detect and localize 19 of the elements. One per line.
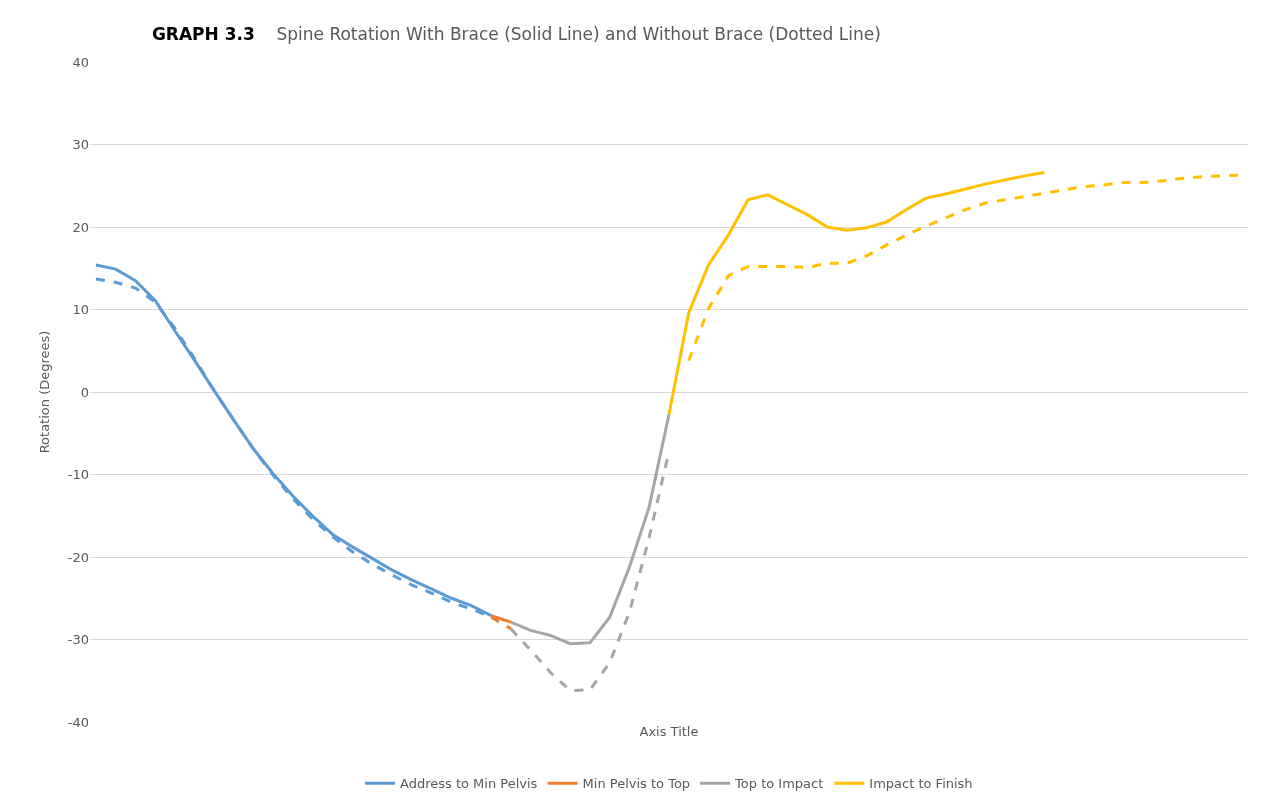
y-tick-label: -20: [67, 549, 89, 565]
y-tick-label: -30: [67, 632, 89, 648]
legend-label: Impact to Finish: [869, 776, 973, 792]
y-tick-label: 10: [72, 302, 89, 318]
y-tick-label: 20: [72, 219, 89, 235]
legend-label: Top to Impact: [734, 776, 824, 792]
chart-title: GRAPH 3.3: [151, 24, 255, 45]
chart-subtitle: Spine Rotation With Brace (Solid Line) and Without Brace (Dotted Line): [276, 24, 881, 45]
y-tick-label: 40: [72, 54, 89, 70]
line-series: [667, 171, 1046, 416]
legend-label: Min Pelvis to Top: [582, 776, 691, 792]
x-axis-title: Axis Title: [639, 723, 699, 739]
y-tick-label: 0: [80, 384, 89, 400]
y-axis-title: Rotation (Degrees): [36, 330, 52, 454]
line-series: [509, 412, 671, 646]
y-tick-label: -10: [67, 467, 89, 483]
legend-label: Address to Min Pelvis: [400, 776, 538, 792]
y-tick-label: 30: [72, 137, 89, 153]
y-tick-label: -40: [67, 714, 89, 730]
